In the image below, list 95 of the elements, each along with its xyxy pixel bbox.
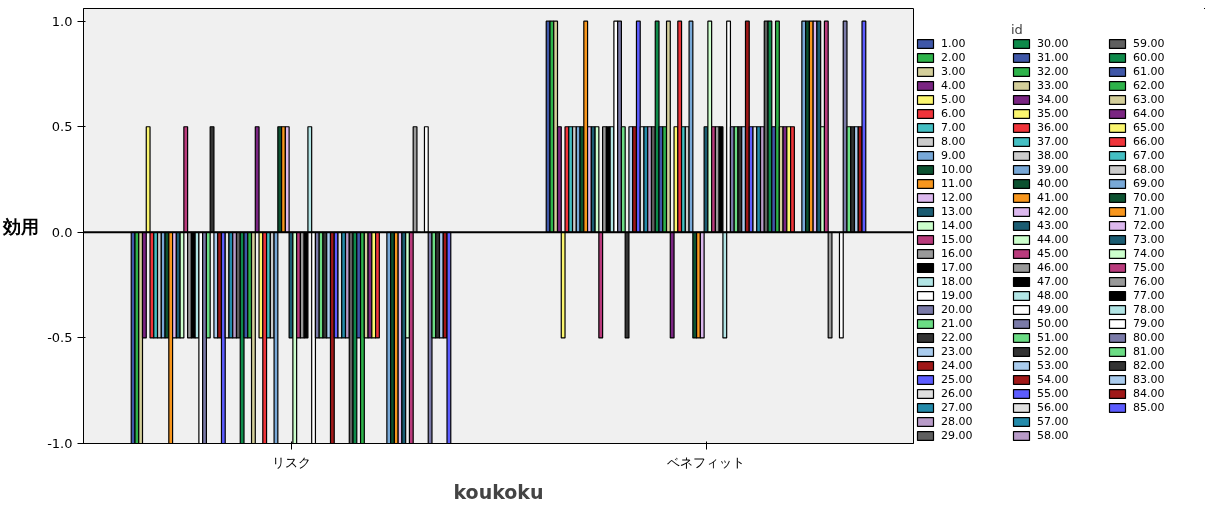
legend-label: 59.00: [1133, 37, 1165, 50]
y-tick-label: -1.0: [47, 436, 73, 451]
legend-label: 55.00: [1037, 387, 1069, 400]
legend-label: 35.00: [1037, 107, 1069, 120]
legend-label: 6.00: [941, 107, 966, 120]
legend-label: 48.00: [1037, 289, 1069, 302]
legend-label: 44.00: [1037, 233, 1069, 246]
legend-label: 11.00: [941, 177, 973, 190]
y-tick-label: 0.5: [51, 119, 73, 135]
legend-label: 61.00: [1133, 65, 1165, 78]
legend-label: 53.00: [1037, 359, 1069, 372]
legend-label: 26.00: [941, 387, 973, 400]
legend-label: 32.00: [1037, 65, 1069, 78]
legend-label: 45.00: [1037, 247, 1069, 260]
legend-label: 21.00: [941, 317, 973, 330]
legend-label: 49.00: [1037, 303, 1069, 316]
legend-label: 85.00: [1133, 401, 1165, 414]
legend-label: 42.00: [1037, 205, 1069, 218]
y-tick-label: 0.0: [51, 224, 73, 240]
legend-label: 70.00: [1133, 191, 1165, 204]
legend-label: 74.00: [1133, 247, 1165, 260]
legend-label: 47.00: [1037, 275, 1069, 288]
legend-label: 24.00: [941, 359, 973, 372]
legend-label: 46.00: [1037, 261, 1069, 274]
legend-label: 50.00: [1037, 317, 1069, 330]
y-tick-label: 1.0: [51, 13, 73, 29]
legend-label: 63.00: [1133, 93, 1165, 106]
legend-label: 25.00: [941, 373, 973, 386]
legend-label: 10.00: [941, 163, 973, 176]
legend-label: 2.00: [941, 51, 966, 64]
legend-label: 18.00: [941, 275, 973, 288]
legend-label: 9.00: [941, 149, 966, 162]
y-axis-title: 効用: [2, 215, 40, 237]
legend-label: 28.00: [941, 415, 973, 428]
legend-label: 29.00: [941, 429, 973, 442]
legend-label: 27.00: [941, 401, 973, 414]
legend-label: 67.00: [1133, 149, 1165, 162]
legend-label: 12.00: [941, 191, 973, 204]
legend-label: 65.00: [1133, 121, 1165, 134]
legend-label: 20.00: [941, 303, 973, 316]
legend-label: 64.00: [1133, 107, 1165, 120]
legend-label: 43.00: [1037, 219, 1069, 232]
legend-label: 58.00: [1037, 429, 1069, 442]
legend-label: 69.00: [1133, 177, 1165, 190]
legend-label: 13.00: [941, 205, 973, 218]
legend-label: 75.00: [1133, 261, 1165, 274]
legend-label: 38.00: [1037, 149, 1069, 162]
legend-label: 72.00: [1133, 219, 1165, 232]
legend-label: 14.00: [941, 219, 973, 232]
x-tick-label: ベネフィット: [667, 454, 745, 470]
x-tick-label: リスク: [271, 454, 311, 470]
legend-label: 83.00: [1133, 373, 1165, 386]
legend-label: 68.00: [1133, 163, 1165, 176]
legend-label: 5.00: [941, 93, 966, 106]
legend-label: 39.00: [1037, 163, 1069, 176]
legend-label: 51.00: [1037, 331, 1069, 344]
legend-label: 31.00: [1037, 51, 1069, 64]
legend-label: 33.00: [1037, 79, 1069, 92]
legend-label: 77.00: [1133, 289, 1165, 302]
legend-label: 56.00: [1037, 401, 1069, 414]
legend-label: 66.00: [1133, 135, 1165, 148]
legend-label: 78.00: [1133, 303, 1165, 316]
legend-label: 81.00: [1133, 345, 1165, 358]
legend-label: 76.00: [1133, 275, 1165, 288]
x-axis-title: koukoku: [453, 480, 544, 503]
legend-label: 60.00: [1133, 51, 1165, 64]
legend-label: 1.00: [941, 37, 966, 50]
legend-label: 54.00: [1037, 373, 1069, 386]
legend-label: 80.00: [1133, 331, 1165, 344]
legend-label: 3.00: [941, 65, 966, 78]
legend-label: 4.00: [941, 79, 966, 92]
legend-label: 79.00: [1133, 317, 1165, 330]
legend-label: 62.00: [1133, 79, 1165, 92]
legend-label: 30.00: [1037, 37, 1069, 50]
legend-label: 40.00: [1037, 177, 1069, 190]
legend-label: 8.00: [941, 135, 966, 148]
legend-label: 36.00: [1037, 121, 1069, 134]
legend-label: 7.00: [941, 121, 966, 134]
legend-label: 22.00: [941, 331, 973, 344]
legend-label: 15.00: [941, 233, 973, 246]
legend-label: 17.00: [941, 261, 973, 274]
legend-label: 23.00: [941, 345, 973, 358]
legend-label: 84.00: [1133, 387, 1165, 400]
y-tick-label: -0.5: [47, 330, 73, 346]
legend-label: 52.00: [1037, 345, 1069, 358]
legend-label: 41.00: [1037, 191, 1069, 204]
legend-label: 16.00: [941, 247, 973, 260]
legend-label: 19.00: [941, 289, 973, 302]
legend-label: 82.00: [1133, 359, 1165, 372]
legend-label: 71.00: [1133, 205, 1165, 218]
legend-label: 37.00: [1037, 135, 1069, 148]
legend-label: 73.00: [1133, 233, 1165, 246]
legend-label: 57.00: [1037, 415, 1069, 428]
legend-label: 34.00: [1037, 93, 1069, 106]
legend-title: id: [1011, 22, 1024, 37]
